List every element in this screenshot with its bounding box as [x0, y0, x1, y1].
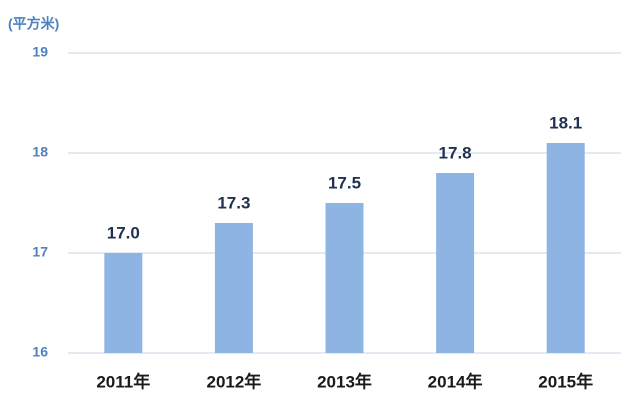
y-tick-label: 17	[32, 244, 48, 260]
value-label: 17.3	[217, 193, 250, 212]
x-tick-label: 2014年	[428, 371, 483, 391]
bar	[325, 203, 364, 353]
value-label: 17.0	[107, 223, 140, 242]
value-label: 18.1	[549, 113, 582, 132]
y-tick-label: 18	[32, 144, 48, 160]
y-tick-label: 19	[32, 44, 48, 60]
bar	[546, 143, 585, 353]
value-label: 17.8	[439, 143, 472, 162]
x-tick-label: 2012年	[206, 371, 261, 391]
bar	[436, 173, 475, 353]
x-tick-label: 2011年	[96, 371, 150, 391]
y-axis-label: (平方米)	[8, 16, 59, 32]
y-tick-label: 16	[32, 344, 48, 360]
bar	[104, 253, 143, 353]
x-tick-label: 2015年	[538, 371, 593, 391]
value-label: 17.5	[328, 173, 361, 192]
bar	[214, 223, 253, 353]
x-tick-label: 2013年	[317, 371, 372, 391]
